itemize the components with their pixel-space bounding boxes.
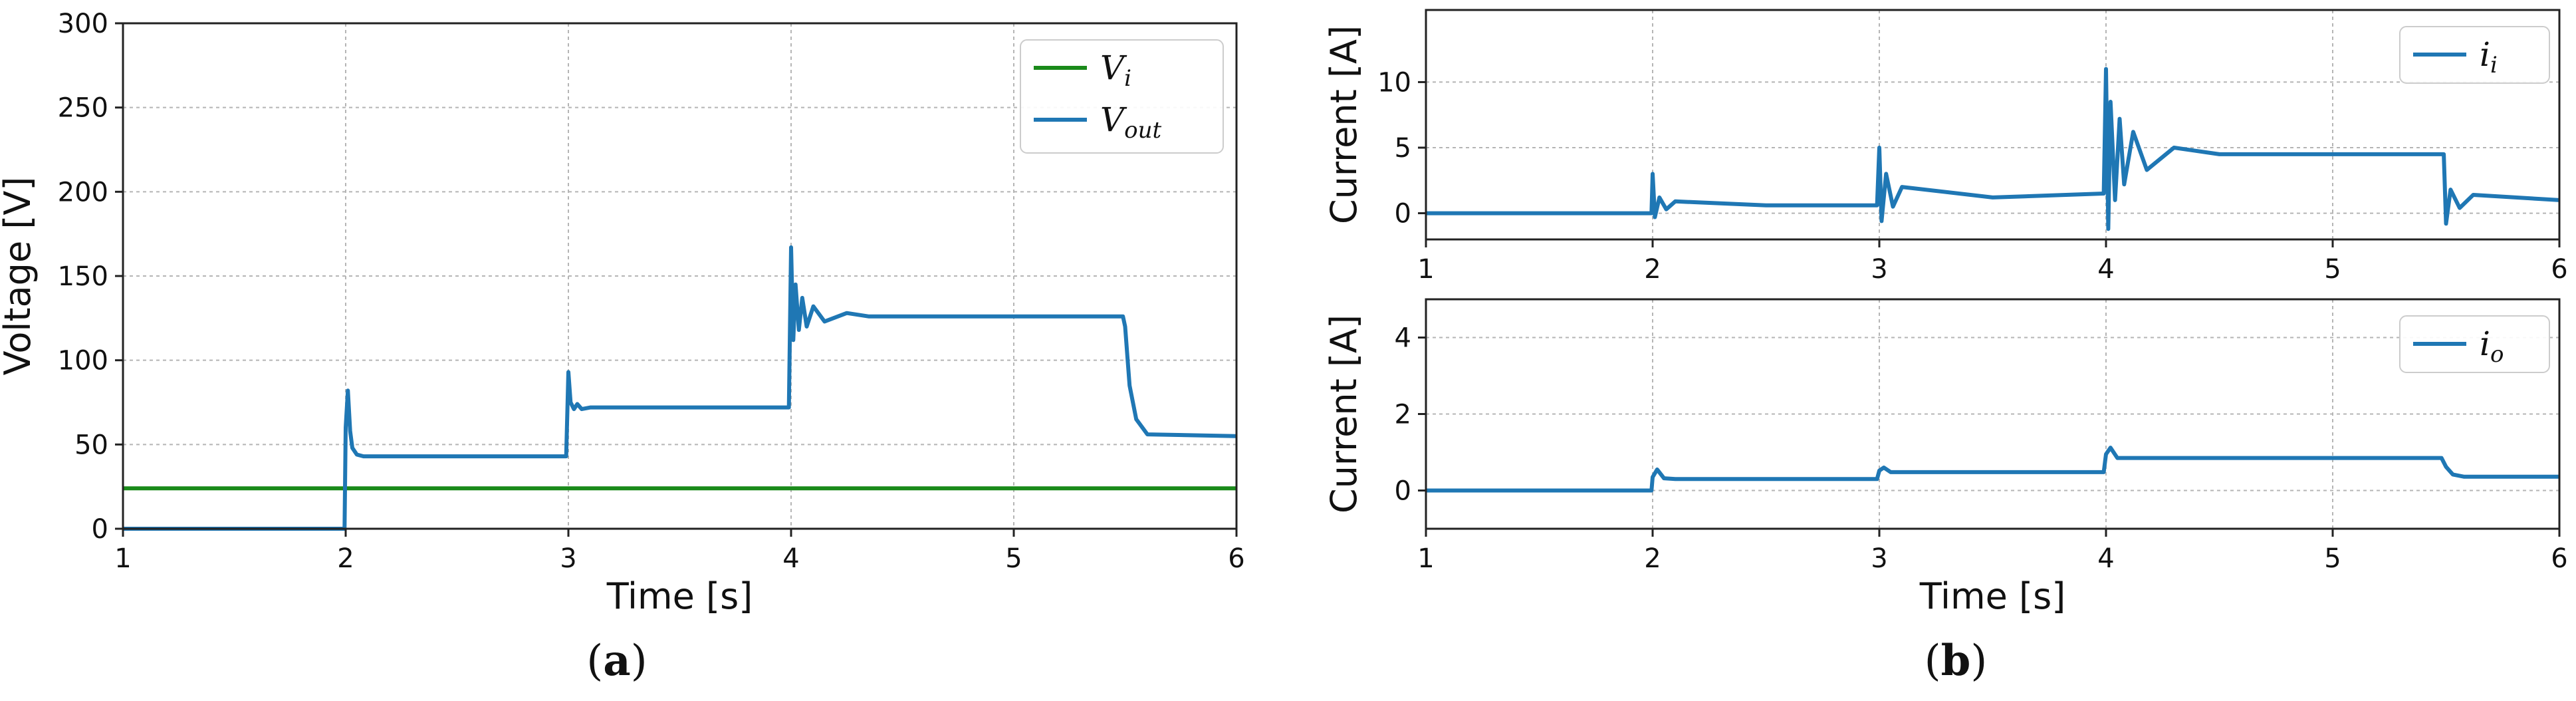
chart-b2-xtick-label-4: 5 (2324, 543, 2341, 574)
panel-a-caption: (a) (586, 636, 647, 686)
chart-b1-series-i-i-line (1426, 67, 2560, 231)
chart-b2-legend-box (2399, 315, 2550, 373)
chart-b1-ytick-label-1: 5 (1395, 133, 1411, 164)
chart-a-xtick-label-1: 2 (337, 543, 354, 574)
chart-b1-xtick-label-1: 2 (1644, 254, 1661, 285)
chart-b1-legend-box (2399, 26, 2550, 84)
chart-b2-xtick-label-1: 2 (1644, 543, 1661, 574)
chart-b1-ytick-label-2: 10 (1377, 67, 1411, 98)
chart-a-ytick-label-2: 100 (58, 346, 108, 376)
chart-b1-xtick-label-2: 3 (1871, 254, 1887, 285)
chart-a-xtick-label-4: 5 (1005, 543, 1022, 574)
chart-b2-ytick-label-0: 0 (1395, 476, 1411, 507)
panel-b-input-current-chart: 1 2 3 4 5 6 0 5 10 Current [A] ii (1323, 9, 2568, 285)
chart-b2-legend: io (2399, 315, 2550, 373)
chart-a-legend-label-1: Vout (1100, 100, 1161, 144)
chart-b1-plot-frame (1425, 9, 2561, 241)
chart-b1-legend: ii (2399, 26, 2550, 84)
chart-a-ytick-label-5: 250 (58, 93, 108, 124)
chart-a-xtick-label-5: 6 (1228, 543, 1244, 574)
chart-b1-legend-label-0: ii (2480, 35, 2498, 78)
chart-a-ytick-label-0: 0 (92, 514, 108, 545)
chart-b2-series-i-o-line (1426, 446, 2559, 493)
chart-a-ytick-label-6: 300 (58, 9, 108, 39)
chart-a-ytick-label-1: 50 (74, 430, 108, 460)
chart-b2-ytick-label-1: 2 (1395, 400, 1411, 430)
panel-a-chart: 1 2 3 4 5 6 0 50 100 150 200 250 300 Time [s] Voltage … (0, 9, 1245, 617)
chart-a-series-v-out-line (123, 245, 1237, 531)
chart-b2-xtick-label-3: 4 (2097, 543, 2114, 574)
chart-a-legend-label-0: Vi (1100, 49, 1131, 92)
chart-a-legend: Vi Vout (1020, 39, 1224, 154)
chart-a-xtick-label-0: 1 (114, 543, 131, 574)
chart-b2-ylabel: Current [A] (1323, 315, 1365, 513)
panel-b-caption: (b) (1925, 636, 1988, 686)
chart-a-ytick-label-4: 200 (58, 177, 108, 208)
chart-b1-xtick-label-5: 6 (2551, 254, 2567, 285)
chart-a-xtick-label-2: 3 (560, 543, 576, 574)
chart-a-ytick-label-3: 150 (58, 261, 108, 292)
panel-b-output-current-chart: 1 2 3 4 5 6 0 2 4 Time [s] Current [A] io (1323, 298, 2568, 617)
chart-b2-xtick-label-2: 3 (1871, 543, 1887, 574)
chart-b1-xtick-label-4: 5 (2324, 254, 2341, 285)
chart-a-xtick-label-3: 4 (782, 543, 799, 574)
chart-a-ylabel: Voltage [V] (0, 177, 39, 376)
chart-b2-ytick-label-2: 4 (1395, 323, 1411, 354)
chart-b1-ytick-label-0: 0 (1395, 199, 1411, 229)
chart-b1-ylabel: Current [A] (1323, 25, 1365, 224)
chart-a-xlabel: Time [s] (606, 575, 753, 617)
chart-b1-xtick-label-3: 4 (2097, 254, 2114, 285)
chart-b2-xlabel: Time [s] (1919, 575, 2066, 617)
chart-b2-legend-label-0: io (2480, 325, 2504, 368)
chart-b2-xtick-label-0: 1 (1417, 543, 1434, 574)
chart-b2-xtick-label-5: 6 (2551, 543, 2567, 574)
chart-b1-xtick-label-0: 1 (1417, 254, 1434, 285)
